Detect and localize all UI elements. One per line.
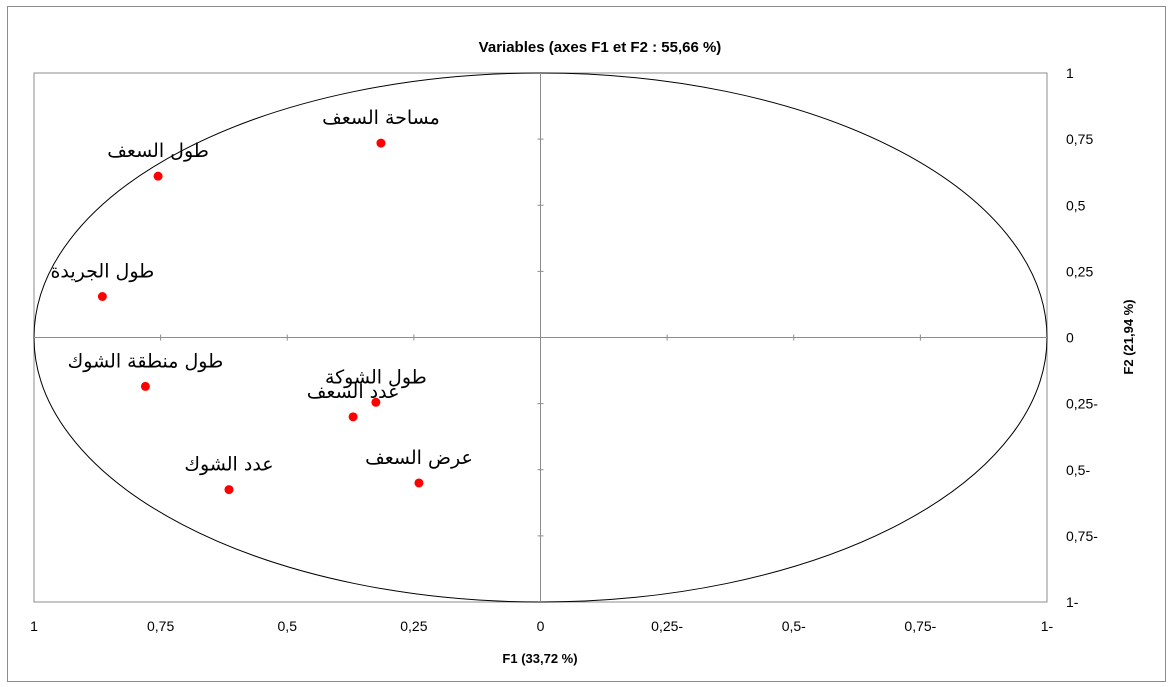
y-tick-label: 0,5 <box>1066 197 1086 213</box>
chart-title: Variables (axes F1 et F2 : 55,66 %) <box>479 39 722 56</box>
x-tick-label: 0,75 <box>147 618 174 634</box>
y-tick-label: 0,75 <box>1066 131 1093 147</box>
x-tick-label: 0,5- <box>782 618 806 634</box>
x-tick-label: 0,25- <box>651 618 683 634</box>
data-point-label: عدد الشوك <box>184 454 273 476</box>
x-tick-label: 1 <box>30 618 38 634</box>
data-point <box>376 138 386 148</box>
y-tick-label: 1- <box>1066 594 1079 610</box>
x-tick-label: 1- <box>1041 618 1054 634</box>
data-point <box>348 412 358 422</box>
y-tick-label: 0 <box>1066 330 1074 346</box>
x-tick-label: 0 <box>537 618 545 634</box>
x-axis-title: F1 (33,72 %) <box>502 651 577 666</box>
data-point <box>153 171 163 181</box>
y-tick-label: 0,25 <box>1066 263 1093 279</box>
data-point <box>97 292 107 302</box>
data-point <box>140 381 150 391</box>
data-point-label: طول منطقة الشوك <box>68 350 224 372</box>
data-point <box>224 485 234 495</box>
data-points: مساحة السعف طول السعف طول الجريدة طول منطقة… <box>50 107 473 495</box>
x-tick-label: 0,75- <box>904 618 936 634</box>
y-tick-label: 0,5- <box>1066 462 1090 478</box>
data-point-label: طول السعف <box>107 140 209 162</box>
data-point-label: مساحة السعف <box>322 107 440 129</box>
data-point-label: طول الشوكة <box>325 366 427 388</box>
data-point-label: عدد السعف <box>307 381 400 403</box>
y-axis-title: F2 (21,94 %) <box>1121 299 1136 374</box>
y-tick-label: 1 <box>1066 65 1074 81</box>
x-tick-label: 0,25 <box>400 618 427 634</box>
y-axis-ticks: 1 0,75 0,5 0,25 0 0,25- 0,5- 0,75- 1- <box>537 65 1098 610</box>
x-axis-ticks: 1 0,75 0,5 0,25 0 0,25- 0,5- 0,75- 1- <box>30 334 1054 634</box>
y-tick-label: 0,25- <box>1066 396 1098 412</box>
data-point <box>371 397 381 407</box>
data-point <box>414 478 424 488</box>
chart-frame <box>7 6 1166 682</box>
data-point-label: طول الجريدة <box>50 261 154 283</box>
y-tick-label: 0,75- <box>1066 528 1098 544</box>
x-tick-label: 0,5 <box>278 618 298 634</box>
data-point-label: عرض السعف <box>365 447 473 469</box>
